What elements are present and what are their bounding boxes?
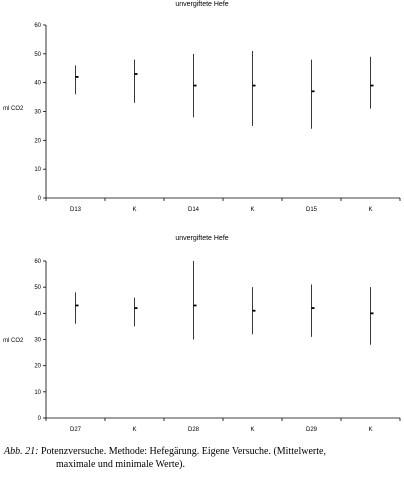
y-tick-label: 60 — [34, 23, 41, 29]
y-tick-label: 0 — [38, 416, 42, 422]
y-tick-label: 60 — [34, 259, 41, 265]
y-tick-label: 10 — [34, 390, 41, 396]
x-tick-label: D27 — [70, 427, 82, 433]
y-tick-label: 50 — [34, 285, 41, 291]
y-tick-label: 30 — [34, 110, 41, 116]
x-tick-label: K — [132, 207, 136, 213]
chart-title: unvergiftete Hefe — [175, 1, 229, 8]
figure-caption: Abb. 21: Potenzversuche. Methode: Hefegä… — [4, 445, 402, 471]
x-tick-label: K — [250, 427, 254, 433]
y-tick-label: 20 — [34, 138, 41, 144]
y-axis-label: ml CO2 — [3, 338, 24, 344]
y-tick-label: 40 — [34, 311, 41, 317]
caption-line2: maximale und minimale Werte). — [56, 459, 185, 470]
caption-line1: Potenzversuche. Methode: Hefegärung. Eig… — [40, 446, 326, 457]
chart-2: unvergiftete Hefe ml CO2 0 10 20 30 40 50 60 D2… — [0, 232, 404, 433]
caption-label: Abb. 21: — [4, 446, 39, 457]
x-tick-label: D15 — [306, 207, 318, 213]
y-tick-label: 0 — [38, 196, 42, 202]
x-tick-label: K — [368, 427, 372, 433]
y-axis-label: ml CO2 — [3, 106, 24, 112]
chart-1: unvergiftete Hefe ml CO2 0 10 20 30 40 50 60 D1… — [0, 0, 404, 220]
x-tick-label: D13 — [70, 207, 82, 213]
y-tick-label: 40 — [34, 81, 41, 87]
y-tick-label: 20 — [34, 364, 41, 370]
chart-plot: 0 10 20 30 40 50 60 D27 K D28 K D29 K — [34, 259, 401, 433]
chart-title: unvergiftete Hefe — [175, 235, 229, 242]
x-tick-label: D14 — [188, 207, 200, 213]
x-tick-label: K — [368, 207, 372, 213]
y-tick-label: 50 — [34, 52, 41, 58]
x-tick-label: K — [250, 207, 254, 213]
x-tick-label: K — [132, 427, 136, 433]
x-tick-label: D28 — [188, 427, 200, 433]
y-tick-label: 30 — [34, 338, 41, 344]
y-tick-label: 10 — [34, 167, 41, 173]
x-tick-label: D29 — [306, 427, 318, 433]
chart-plot: 0 10 20 30 40 50 60 D13 K D14 K D15 K — [34, 23, 401, 213]
